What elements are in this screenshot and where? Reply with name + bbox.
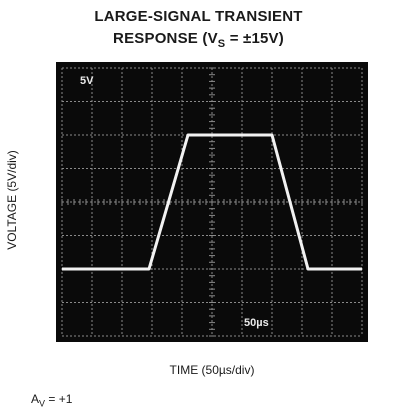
gain-note-prefix: A — [31, 392, 40, 406]
x-axis-label: TIME (50µs/div) — [169, 363, 255, 377]
chart-title-line1: LARGE-SIGNAL TRANSIENT — [94, 8, 303, 25]
gain-note: AV = +1 — [31, 392, 72, 408]
gain-note-subscript: V — [39, 398, 46, 409]
title-line2-suffix: = ±15V) — [225, 30, 284, 47]
time-scale-label: 50µs — [244, 317, 269, 329]
y-axis-label: VOLTAGE (5V/div) — [5, 150, 19, 250]
signal-trace — [62, 133, 362, 271]
gain-note-suffix: = +1 — [45, 392, 73, 406]
oscilloscope-screen: 5V 50µs — [56, 62, 368, 342]
vertical-scale-label: 5V — [80, 75, 94, 87]
title-line2-prefix: RESPONSE (V — [113, 30, 218, 47]
chart-title-line2: RESPONSE (VS = ±15V) — [0, 30, 397, 50]
title-line2-subscript: S — [217, 38, 226, 50]
